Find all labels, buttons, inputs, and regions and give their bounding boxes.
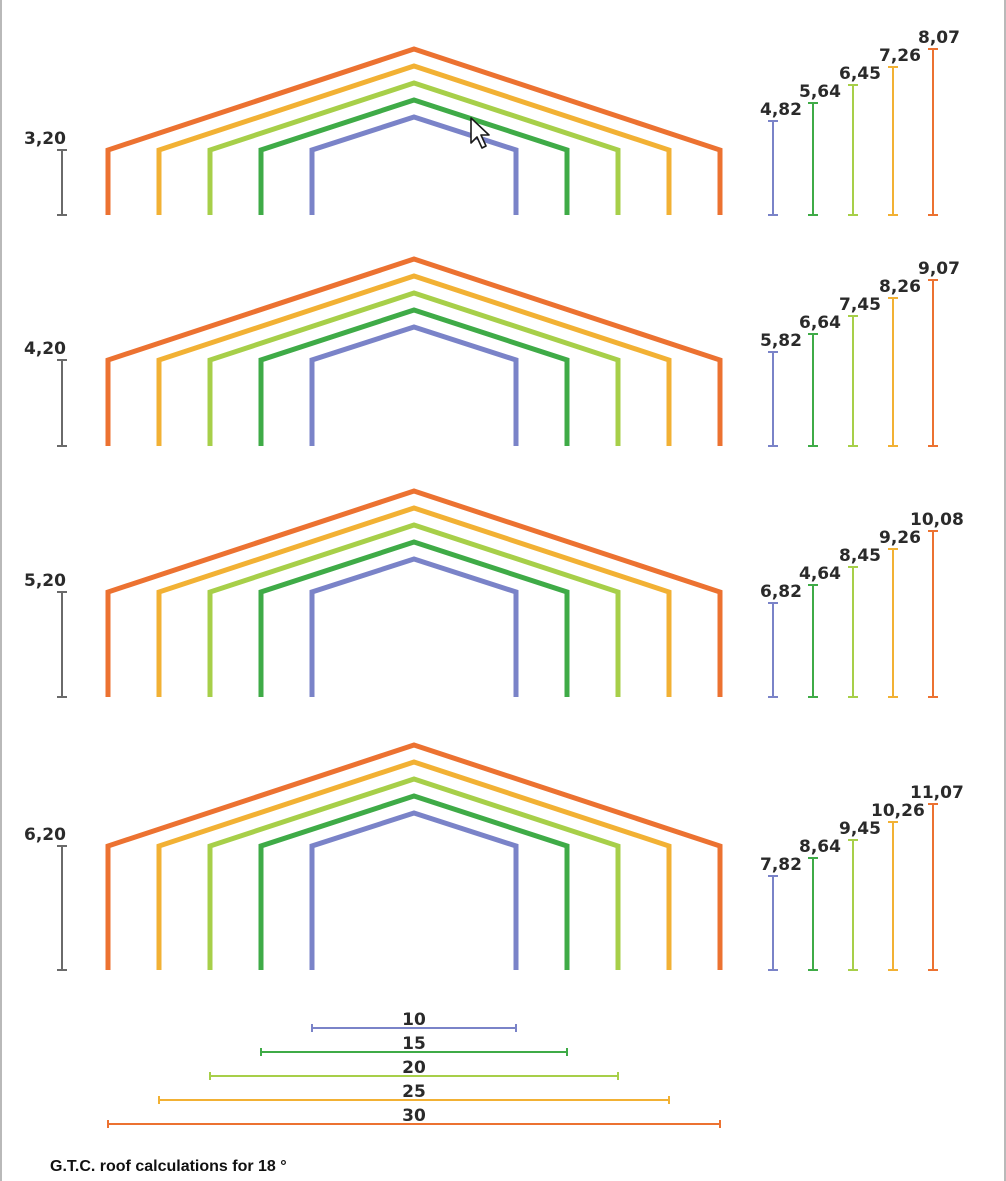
roof-frame-span-10 — [309, 810, 519, 970]
ridge-height-label-span-20: 7,45 — [839, 295, 881, 315]
roof-frame-span-25 — [156, 759, 672, 970]
roof-frame-span-20 — [207, 80, 621, 215]
roof-frame-span-30 — [105, 256, 723, 446]
caption: G.T.C. roof calculations for 18 ° — [50, 1158, 287, 1175]
mouse-pointer-icon — [470, 117, 490, 149]
roof-frame-span-10 — [309, 114, 519, 215]
ridge-height-label-span-10: 6,82 — [760, 582, 802, 602]
ridge-height-label-span-10: 4,82 — [760, 100, 802, 120]
roof-frame-span-25 — [156, 63, 672, 215]
roof-frame-span-30 — [105, 46, 723, 215]
wall-height-label: 5,20 — [24, 571, 66, 591]
span-label-20: 20 — [402, 1058, 426, 1078]
roof-frame-span-25 — [156, 505, 672, 697]
ridge-height-label-span-30: 11,07 — [910, 783, 964, 803]
ridge-height-label-span-25: 7,26 — [879, 46, 921, 66]
roof-frame-span-15 — [258, 97, 570, 215]
span-label-10: 10 — [402, 1010, 426, 1030]
roof-frame-span-10 — [309, 556, 519, 697]
span-label-15: 15 — [402, 1034, 426, 1054]
wall-height-label: 4,20 — [24, 339, 66, 359]
ridge-height-label-span-15: 6,64 — [799, 313, 841, 333]
ridge-height-label-span-25: 10,26 — [871, 801, 925, 821]
roof-frame-span-20 — [207, 522, 621, 697]
span-label-25: 25 — [402, 1082, 426, 1102]
roof-frame-span-15 — [258, 793, 570, 970]
ridge-height-label-span-30: 10,08 — [910, 510, 964, 530]
span-legend: 10 15 20 25 30 — [107, 1010, 721, 1128]
roof-panel: 3,20 4,825,646,457,268,07 — [24, 28, 960, 216]
span-label-30: 30 — [402, 1106, 426, 1126]
roof-frame-span-30 — [105, 742, 723, 970]
roof-frame-span-20 — [207, 776, 621, 970]
roof-panel: 4,20 5,826,647,458,269,07 — [24, 256, 960, 447]
ridge-height-label-span-15: 4,64 — [799, 564, 841, 584]
roof-frame-span-30 — [105, 488, 723, 697]
wall-height-label: 3,20 — [24, 129, 66, 149]
roof-frame-span-10 — [309, 324, 519, 446]
roof-frame-span-15 — [258, 539, 570, 697]
ridge-height-label-span-20: 6,45 — [839, 64, 881, 84]
ridge-height-label-span-30: 8,07 — [918, 28, 960, 48]
panels-group: 3,20 4,825,646,457,268,07 4,20 5,826,647,45… — [24, 28, 964, 971]
roof-frame-span-20 — [207, 290, 621, 446]
ridge-height-label-span-15: 8,64 — [799, 837, 841, 857]
ridge-height-label-span-10: 7,82 — [760, 855, 802, 875]
ridge-height-label-span-15: 5,64 — [799, 82, 841, 102]
wall-height-label: 6,20 — [24, 825, 66, 845]
ridge-height-label-span-10: 5,82 — [760, 331, 802, 351]
roof-frame-span-25 — [156, 273, 672, 446]
ridge-height-label-span-25: 9,26 — [879, 528, 921, 548]
ridge-height-label-span-25: 8,26 — [879, 277, 921, 297]
ridge-height-label-span-20: 9,45 — [839, 819, 881, 839]
ridge-height-label-span-30: 9,07 — [918, 259, 960, 279]
ridge-height-label-span-20: 8,45 — [839, 546, 881, 566]
roof-frame-span-15 — [258, 307, 570, 446]
